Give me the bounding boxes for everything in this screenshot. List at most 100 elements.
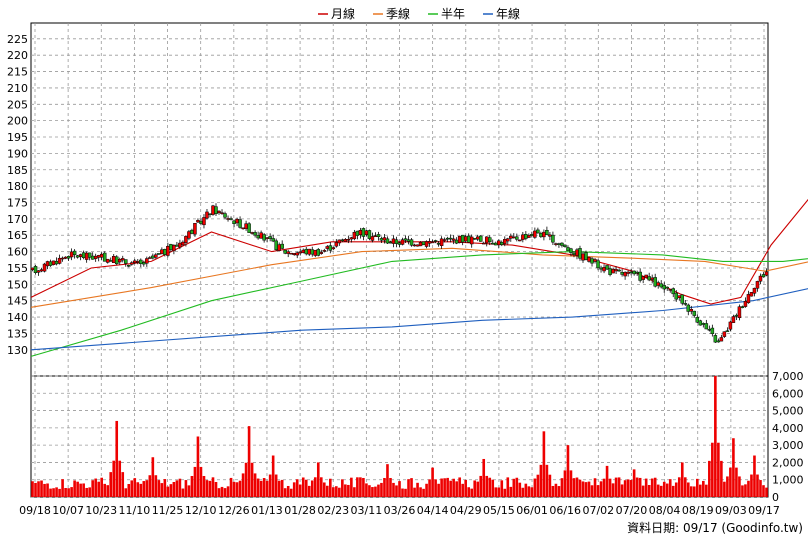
volume-bar — [711, 442, 714, 497]
candle-body — [542, 231, 546, 238]
x-tick-label: 10/07 — [52, 504, 84, 517]
candle-body — [752, 287, 757, 294]
volume-bar — [232, 481, 236, 497]
candle-body — [328, 245, 333, 251]
candle-body — [692, 310, 697, 316]
grid — [30, 22, 769, 498]
candle-body — [472, 238, 477, 240]
candle-body — [569, 248, 573, 253]
volume-bar — [683, 477, 687, 497]
volume-bar — [629, 480, 633, 497]
candle-body — [623, 272, 627, 277]
volume-bar — [599, 481, 603, 497]
volume-bar — [620, 484, 624, 497]
x-tick-label: 09/03 — [715, 504, 747, 517]
volume-bar — [662, 481, 666, 497]
candle-body — [36, 270, 41, 273]
volume-bar — [545, 464, 549, 497]
x-tick-label: 10/23 — [85, 504, 117, 517]
x-tick-label: 06/01 — [516, 504, 548, 517]
volume-bar — [422, 488, 425, 497]
volume-bar — [211, 477, 215, 497]
volume-bar — [368, 485, 371, 497]
candle-body — [728, 321, 733, 330]
candle-body — [683, 303, 688, 305]
volume-bar — [416, 482, 419, 497]
volume-bar — [274, 474, 278, 497]
candle-body — [512, 236, 516, 239]
candle-body — [298, 251, 302, 254]
volume-bar — [407, 479, 410, 497]
candle-body — [343, 239, 348, 242]
ma-quarter-line — [30, 247, 808, 308]
volume-bar — [40, 480, 43, 497]
candle-body — [172, 244, 176, 252]
volume-bar — [109, 472, 113, 497]
volume-bar — [178, 478, 182, 497]
price-tick-label: 220 — [7, 49, 28, 62]
legend-label: 半年 — [441, 7, 465, 21]
candle-body — [90, 255, 95, 260]
volume-bar — [726, 476, 729, 497]
price-tick-label: 215 — [7, 66, 28, 79]
volume-bar — [205, 480, 209, 497]
volume-bar — [310, 480, 314, 497]
candle-body — [358, 230, 363, 236]
candle-body — [484, 236, 489, 244]
volume-bar — [467, 487, 470, 497]
candle-body — [500, 242, 504, 245]
volume-bar — [759, 480, 762, 497]
candle-body — [710, 327, 715, 335]
volume-bar — [115, 420, 119, 497]
volume-bar — [91, 480, 94, 497]
volume-bar — [572, 478, 576, 497]
volume-bar — [437, 483, 440, 497]
volume-bar — [464, 479, 467, 497]
candle-body — [656, 282, 660, 286]
volume-bar — [428, 479, 431, 497]
volume-bar — [653, 477, 657, 497]
volume-bar — [76, 481, 79, 497]
volume-bar — [473, 480, 477, 497]
volume-bar — [73, 480, 76, 497]
candle-body — [382, 237, 387, 241]
volume-tick-label: 5,000 — [772, 405, 804, 418]
price-tick-label: 155 — [7, 262, 28, 275]
volume-bar — [566, 445, 570, 497]
candle-body — [647, 276, 651, 281]
candle-body — [102, 252, 107, 262]
volume-bar — [329, 478, 332, 497]
ma-half-line — [30, 251, 808, 357]
candle-body — [352, 231, 357, 240]
volume-bar — [163, 479, 167, 497]
candle-body — [292, 253, 296, 255]
candle-body — [160, 249, 164, 255]
volume-bar — [699, 484, 702, 497]
volume-bar — [650, 478, 654, 497]
candle-body — [142, 262, 146, 265]
candle-body — [686, 304, 691, 312]
volume-bar — [533, 478, 537, 497]
volume-bar — [139, 483, 143, 497]
volume-bar — [527, 486, 531, 497]
candle-body — [256, 235, 260, 239]
candle-body — [145, 258, 149, 264]
volume-bar — [160, 483, 164, 497]
volume-bar — [747, 480, 750, 497]
volume-bar — [181, 488, 185, 497]
candle-body — [385, 238, 390, 244]
volume-bar — [88, 487, 91, 497]
x-tick-label: 05/15 — [483, 504, 515, 517]
candle-body — [463, 236, 468, 242]
price-tick-label: 135 — [7, 327, 28, 340]
volume-bar — [253, 473, 257, 497]
candle-body — [644, 274, 648, 279]
candle-body — [247, 223, 251, 233]
candle-body — [130, 262, 134, 265]
candle-body — [701, 323, 706, 325]
volume-bar — [434, 479, 437, 497]
volume-bar — [692, 486, 696, 497]
volume-tick-label: 2,000 — [772, 456, 804, 469]
x-tick-label: 12/10 — [185, 504, 217, 517]
candle-body — [72, 250, 77, 255]
